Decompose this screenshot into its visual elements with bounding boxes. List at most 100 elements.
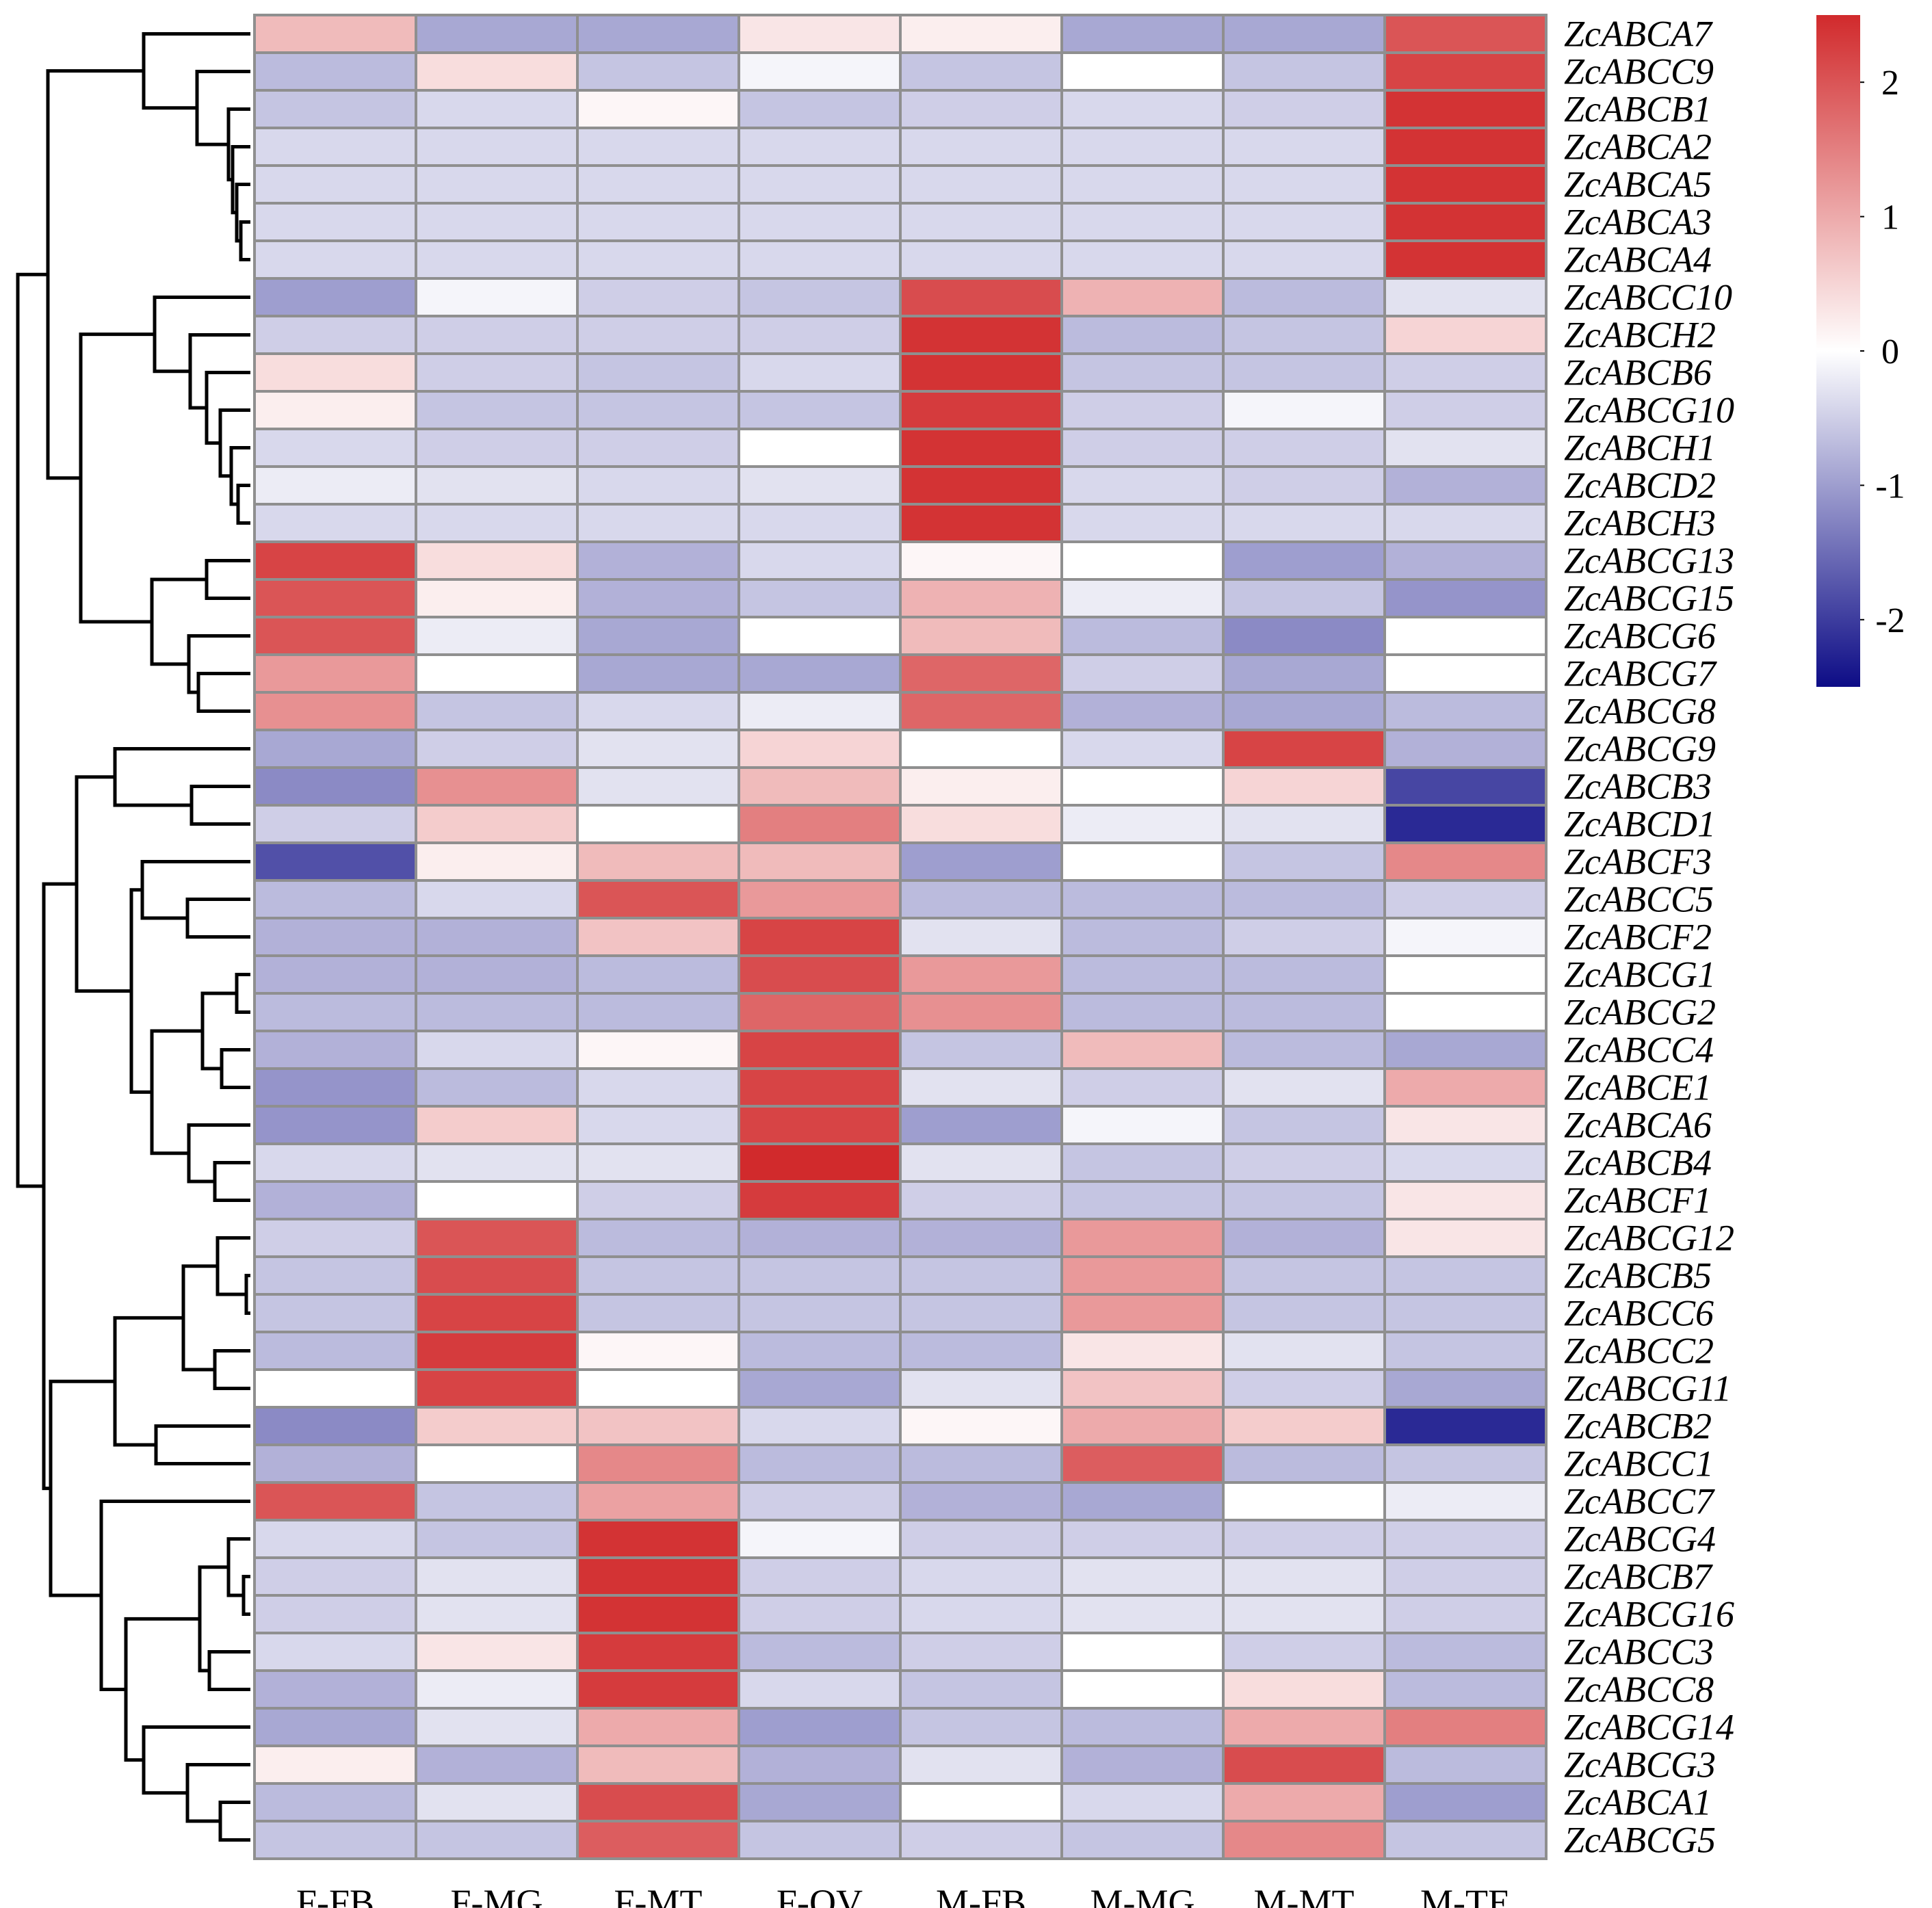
heatmap-cell-ZcABCG8-F-MG (415, 691, 579, 731)
heatmap-cell-ZcABCG9-F-MG (415, 729, 579, 769)
heatmap-cell-ZcABCG10-F-MG (415, 390, 579, 430)
heatmap-cell-ZcABCC2-M-FB (899, 1331, 1063, 1371)
heatmap-cell-ZcABCG3-M-TE (1383, 1744, 1548, 1785)
heatmap-cell-ZcABCC1-M-MT (1222, 1443, 1386, 1484)
heatmap-cell-ZcABCG7-M-FB (899, 653, 1063, 694)
row-label-ZcABCD1: ZcABCD1 (1564, 804, 1716, 845)
heatmap-cell-ZcABCG8-M-TE (1383, 691, 1548, 731)
heatmap-cell-ZcABCF1-F-MT (576, 1180, 740, 1220)
heatmap-cell-ZcABCB5-F-MT (576, 1255, 740, 1296)
heatmap-cell-ZcABCB4-M-MG (1060, 1142, 1225, 1183)
heatmap-cell-ZcABCG13-M-FB (899, 540, 1063, 581)
dendrogram-branch (207, 1650, 250, 1691)
dendrogram-branch (181, 1264, 218, 1372)
heatmap-cell-ZcABCH3-F-MG (415, 503, 579, 543)
dendrogram-branch (185, 898, 250, 939)
heatmap-cell-ZcABCC5-F-MG (415, 879, 579, 919)
row-label-ZcABCG3: ZcABCG3 (1564, 1744, 1716, 1786)
heatmap-cell-ZcABCH2-M-MG (1060, 315, 1225, 355)
heatmap-cell-ZcABCH2-M-TE (1383, 315, 1548, 355)
heatmap-cell-ZcABCF3-F-FB (253, 841, 417, 882)
heatmap-cell-ZcABCA5-M-MG (1060, 164, 1225, 205)
heatmap-cell-ZcABCG1-M-TE (1383, 954, 1548, 995)
heatmap-cell-ZcABCB6-M-TE (1383, 352, 1548, 393)
dendrogram-branch (113, 747, 250, 807)
heatmap-cell-ZcABCG12-F-OV (737, 1218, 902, 1258)
heatmap-cell-ZcABCA2-M-MG (1060, 127, 1225, 167)
row-label-ZcABCC4: ZcABCC4 (1564, 1030, 1714, 1071)
heatmap-cell-ZcABCA1-F-MG (415, 1782, 579, 1822)
heatmap-cell-ZcABCG3-F-MT (576, 1744, 740, 1785)
row-label-ZcABCG8: ZcABCG8 (1564, 691, 1716, 732)
heatmap-cell-ZcABCA4-F-FB (253, 239, 417, 280)
heatmap-cell-ZcABCD2-M-MG (1060, 465, 1225, 506)
heatmap-cell-ZcABCD2-F-OV (737, 465, 902, 506)
heatmap-cell-ZcABCG9-F-MT (576, 729, 740, 769)
column-label-F-MT: F-MT (614, 1882, 702, 1908)
heatmap-cell-ZcABCG5-F-OV (737, 1820, 902, 1860)
column-label-M-MG: M-MG (1090, 1882, 1195, 1908)
heatmap-cell-ZcABCB4-M-MT (1222, 1142, 1386, 1183)
heatmap-cell-ZcABCC8-M-MG (1060, 1669, 1225, 1710)
row-label-ZcABCA7: ZcABCA7 (1564, 14, 1713, 55)
heatmap-cell-ZcABCB6-M-MG (1060, 352, 1225, 393)
row-label-ZcABCC5: ZcABCC5 (1564, 879, 1714, 920)
heatmap-cell-ZcABCG10-M-MG (1060, 390, 1225, 430)
heatmap-cell-ZcABCG11-M-MG (1060, 1368, 1225, 1409)
heatmap-cell-ZcABCG1-M-MT (1222, 954, 1386, 995)
dendrogram-branch (235, 973, 250, 1014)
column-label-F-MG: F-MG (450, 1882, 543, 1908)
heatmap-cell-ZcABCA3-F-OV (737, 202, 902, 242)
heatmap-cell-ZcABCC3-M-FB (899, 1632, 1063, 1672)
heatmap-cell-ZcABCB1-F-MT (576, 89, 740, 129)
row-label-ZcABCA3: ZcABCA3 (1564, 202, 1712, 243)
heatmap-cell-ZcABCG16-M-MT (1222, 1594, 1386, 1634)
dendrogram-branch (46, 69, 144, 480)
heatmap-cell-ZcABCB5-M-MT (1222, 1255, 1386, 1296)
heatmap-cell-ZcABCB1-F-OV (737, 89, 902, 129)
heatmap-cell-ZcABCA1-F-MT (576, 1782, 740, 1822)
heatmap-cell-ZcABCC3-M-MG (1060, 1632, 1225, 1672)
row-label-ZcABCB4: ZcABCB4 (1564, 1142, 1712, 1184)
dendrogram-branch (190, 785, 250, 826)
dendrogram-branch (218, 1801, 250, 1842)
heatmap-cell-ZcABCG12-F-FB (253, 1218, 417, 1258)
heatmap-cell-ZcABCG7-M-TE (1383, 653, 1548, 694)
heatmap-cell-ZcABCG11-M-MT (1222, 1368, 1386, 1409)
heatmap-cell-ZcABCG8-M-FB (899, 691, 1063, 731)
heatmap-cell-ZcABCG10-F-FB (253, 390, 417, 430)
heatmap-cell-ZcABCB1-F-FB (253, 89, 417, 129)
heatmap-cell-ZcABCA1-M-FB (899, 1782, 1063, 1822)
heatmap-cell-ZcABCG11-F-FB (253, 1368, 417, 1409)
row-label-ZcABCB5: ZcABCB5 (1564, 1255, 1712, 1296)
heatmap-cell-ZcABCG13-M-MT (1222, 540, 1386, 581)
heatmap-cell-ZcABCB6-F-MT (576, 352, 740, 393)
heatmap-cell-ZcABCG6-M-FB (899, 616, 1063, 656)
dendrogram-branch (187, 1123, 250, 1184)
heatmap-cell-ZcABCA5-F-MT (576, 164, 740, 205)
heatmap-cell-ZcABCG2-F-FB (253, 992, 417, 1032)
row-label-ZcABCC10: ZcABCC10 (1564, 277, 1732, 318)
heatmap-cell-ZcABCG14-F-MT (576, 1707, 740, 1747)
heatmap-cell-ZcABCG12-M-TE (1383, 1218, 1548, 1258)
heatmap-cell-ZcABCH1-F-MT (576, 428, 740, 468)
heatmap-cell-ZcABCG7-M-MG (1060, 653, 1225, 694)
heatmap-cell-ZcABCC6-F-OV (737, 1293, 902, 1333)
row-label-ZcABCC2: ZcABCC2 (1564, 1331, 1714, 1372)
heatmap-cell-ZcABCA4-M-MG (1060, 239, 1225, 280)
heatmap-cell-ZcABCH2-F-MT (576, 315, 740, 355)
heatmap-cell-ZcABCG2-F-MT (576, 992, 740, 1032)
heatmap-cell-ZcABCA2-M-TE (1383, 127, 1548, 167)
heatmap-cell-ZcABCD1-M-MT (1222, 804, 1386, 844)
heatmap-cell-ZcABCG5-M-FB (899, 1820, 1063, 1860)
heatmap-cell-ZcABCE1-M-TE (1383, 1067, 1548, 1108)
heatmap-cell-ZcABCC2-F-FB (253, 1331, 417, 1371)
heatmap-cell-ZcABCC3-M-TE (1383, 1632, 1548, 1672)
heatmap-cell-ZcABCA5-F-FB (253, 164, 417, 205)
heatmap-cell-ZcABCC8-F-MG (415, 1669, 579, 1710)
heatmap-cell-ZcABCA7-F-MT (576, 14, 740, 54)
heatmap-cell-ZcABCB3-F-FB (253, 766, 417, 807)
heatmap-cell-ZcABCA2-M-FB (899, 127, 1063, 167)
heatmap-cell-ZcABCC1-F-FB (253, 1443, 417, 1484)
heatmap-cell-ZcABCF2-F-OV (737, 917, 902, 957)
